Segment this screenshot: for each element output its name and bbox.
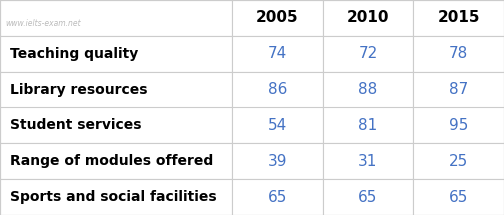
Bar <box>323 143 413 179</box>
Bar <box>0 179 232 215</box>
Bar <box>232 143 323 179</box>
Text: 65: 65 <box>268 190 287 205</box>
Bar <box>323 36 413 72</box>
Bar <box>0 108 232 143</box>
Text: 54: 54 <box>268 118 287 133</box>
Text: Sports and social facilities: Sports and social facilities <box>10 190 217 204</box>
Bar <box>323 0 413 36</box>
Text: 2010: 2010 <box>347 10 389 25</box>
Bar <box>413 72 504 108</box>
Text: www.ielts-exam.net: www.ielts-exam.net <box>5 19 81 28</box>
Text: 65: 65 <box>449 190 468 205</box>
Text: 74: 74 <box>268 46 287 61</box>
Text: Teaching quality: Teaching quality <box>10 47 138 61</box>
Text: 2005: 2005 <box>256 10 298 25</box>
Bar <box>0 36 232 72</box>
Text: 88: 88 <box>358 82 377 97</box>
Bar <box>323 72 413 108</box>
Text: 81: 81 <box>358 118 377 133</box>
Text: 65: 65 <box>358 190 377 205</box>
Bar <box>323 179 413 215</box>
Bar <box>413 36 504 72</box>
Text: 86: 86 <box>268 82 287 97</box>
Text: 2015: 2015 <box>437 10 480 25</box>
Text: Student services: Student services <box>10 118 142 132</box>
Bar <box>232 0 323 36</box>
Text: Library resources: Library resources <box>10 83 148 97</box>
Text: 87: 87 <box>449 82 468 97</box>
Text: 78: 78 <box>449 46 468 61</box>
Text: 31: 31 <box>358 154 377 169</box>
Text: Range of modules offered: Range of modules offered <box>10 154 213 168</box>
Bar <box>413 179 504 215</box>
Bar <box>232 108 323 143</box>
Bar <box>323 108 413 143</box>
Bar <box>232 179 323 215</box>
Bar <box>232 72 323 108</box>
Bar <box>0 72 232 108</box>
Text: 95: 95 <box>449 118 468 133</box>
Text: 25: 25 <box>449 154 468 169</box>
Text: 39: 39 <box>268 154 287 169</box>
Bar <box>0 0 232 36</box>
Bar <box>413 108 504 143</box>
Bar <box>0 143 232 179</box>
Bar <box>413 143 504 179</box>
Text: 72: 72 <box>358 46 377 61</box>
Bar <box>232 36 323 72</box>
Bar <box>413 0 504 36</box>
